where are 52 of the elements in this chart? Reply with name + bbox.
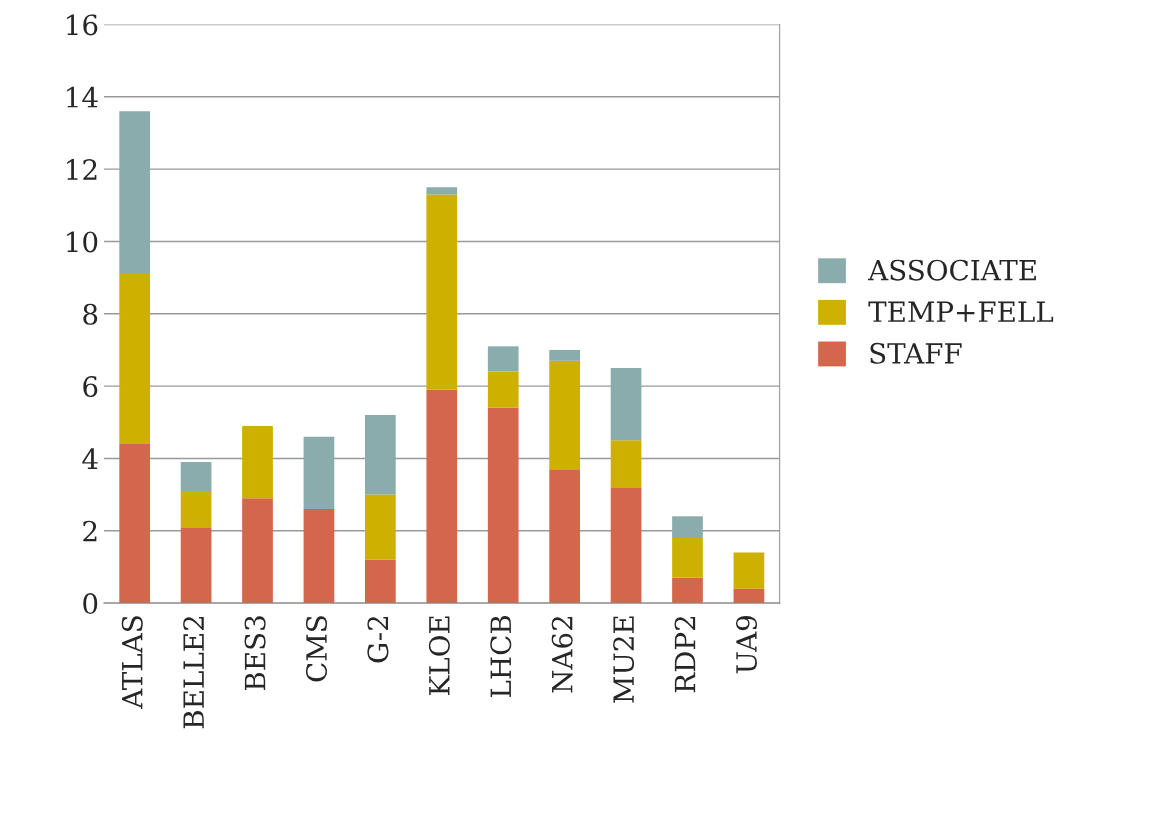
legend-label: TEMP+FELL bbox=[868, 301, 1054, 322]
bar bbox=[549, 469, 580, 604]
bar bbox=[426, 194, 458, 390]
legend-label: STAFF bbox=[870, 342, 962, 364]
bar bbox=[426, 389, 458, 604]
x-tick-label: BES3 bbox=[244, 616, 266, 691]
bar bbox=[610, 487, 642, 604]
bar bbox=[487, 346, 519, 372]
x-tick-label: MU2E bbox=[613, 616, 635, 703]
bar bbox=[303, 509, 335, 604]
bar bbox=[242, 425, 273, 499]
x-tick-label: CMS bbox=[305, 616, 327, 682]
bar bbox=[487, 407, 519, 604]
bar bbox=[610, 368, 642, 441]
bar bbox=[242, 498, 273, 604]
y-tick-label: 0 bbox=[83, 593, 98, 615]
y-tick-label: 8 bbox=[83, 303, 98, 325]
legend-label: ASSOCIATE bbox=[867, 259, 1036, 281]
bar bbox=[303, 436, 335, 510]
bar bbox=[487, 371, 519, 408]
x-tick-label: G-2 bbox=[367, 616, 389, 663]
y-tick-label: 12 bbox=[67, 159, 97, 180]
bar bbox=[119, 443, 151, 604]
bar bbox=[119, 111, 151, 274]
bar bbox=[119, 273, 151, 444]
y-tick-label: 4 bbox=[82, 448, 98, 469]
x-tick-label: KLOE bbox=[428, 616, 450, 695]
bar bbox=[180, 462, 212, 491]
bar bbox=[672, 516, 703, 538]
bar bbox=[672, 538, 703, 578]
bar bbox=[733, 552, 765, 589]
x-tick-label: LHCB bbox=[490, 615, 512, 698]
bar bbox=[180, 527, 212, 604]
y-tick-label: 2 bbox=[83, 520, 97, 542]
bar bbox=[549, 360, 580, 470]
y-tick-label: 6 bbox=[83, 376, 98, 398]
y-tick-label: 14 bbox=[67, 86, 98, 108]
bar bbox=[180, 490, 212, 528]
bar bbox=[672, 577, 703, 604]
y-tick-label: 16 bbox=[67, 14, 98, 36]
y-tick-label: 10 bbox=[67, 231, 98, 253]
bar bbox=[365, 559, 396, 604]
x-tick-label: BELLE2 bbox=[183, 616, 204, 729]
x-tick-label: UA9 bbox=[735, 616, 757, 674]
bar bbox=[426, 187, 458, 195]
bar bbox=[365, 415, 396, 495]
x-tick-label: NA62 bbox=[551, 616, 573, 693]
x-tick-label: ATLAS bbox=[121, 616, 143, 709]
bar bbox=[365, 494, 396, 560]
x-tick-label: RDP2 bbox=[674, 616, 696, 693]
bar bbox=[549, 349, 580, 361]
bar bbox=[610, 440, 642, 488]
